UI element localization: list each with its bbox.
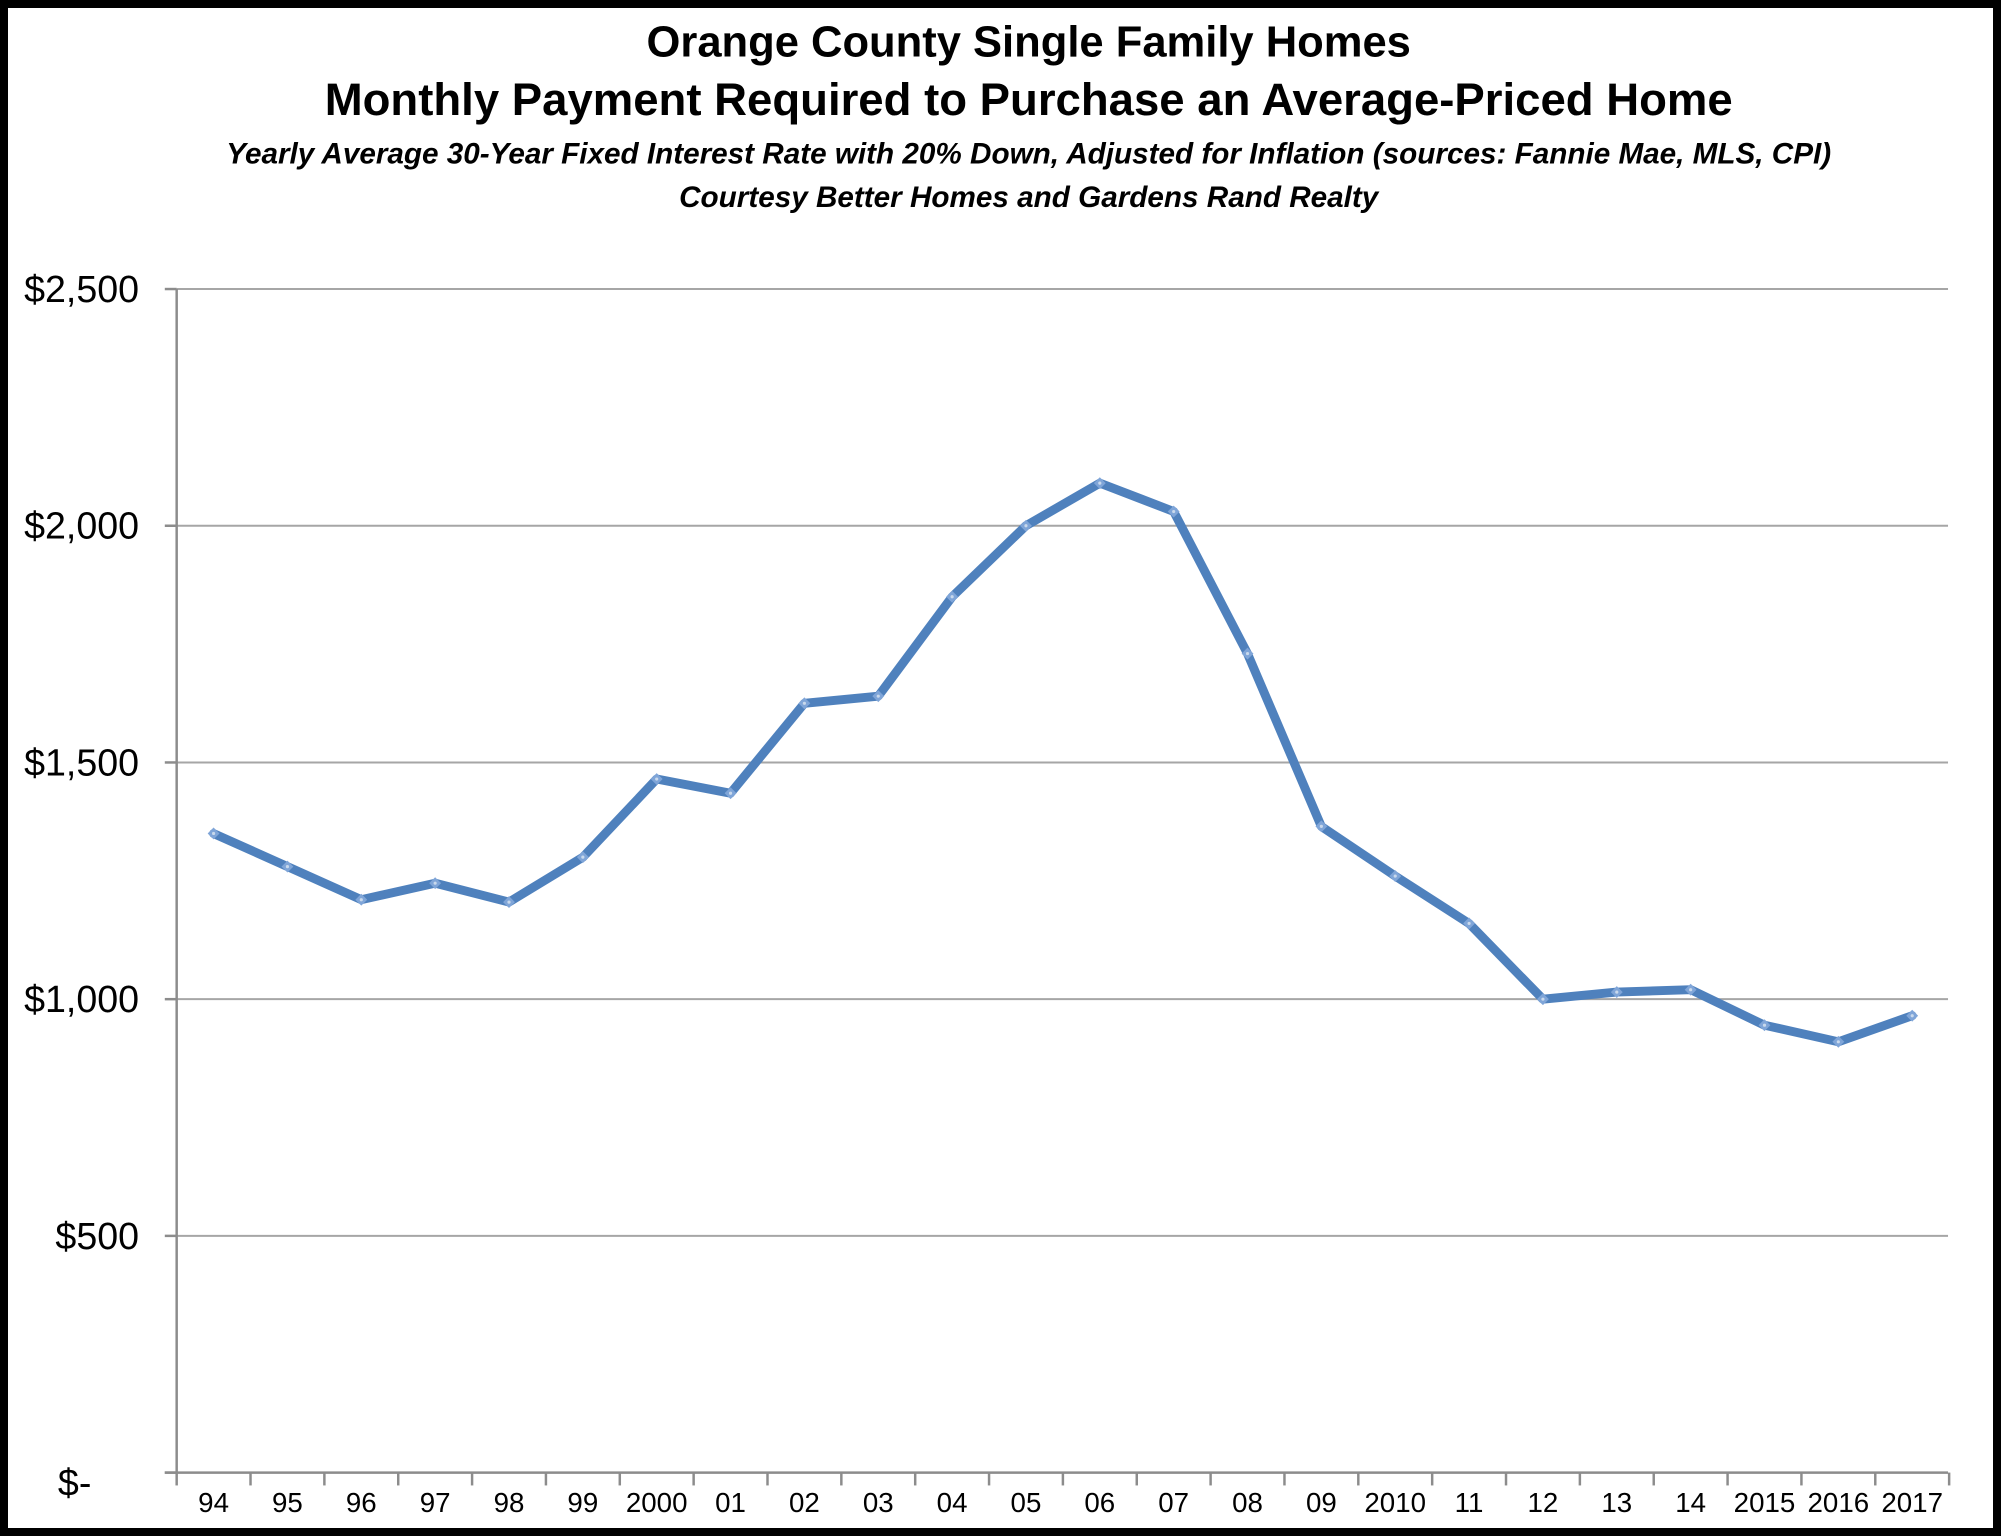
- x-tick-label: 12: [1528, 1487, 1559, 1518]
- x-tick-label: 2017: [1881, 1487, 1943, 1518]
- x-tick-label: 97: [420, 1487, 451, 1518]
- data-point-center: [1098, 481, 1102, 485]
- x-tick-label: 07: [1158, 1487, 1189, 1518]
- y-tick-label: $2,500: [24, 268, 139, 310]
- data-line: [209, 478, 1917, 1047]
- chart-title-line2: Monthly Payment Required to Purchase an …: [325, 74, 1733, 125]
- x-tick-label: 09: [1306, 1487, 1337, 1518]
- x-tick-label: 04: [937, 1487, 968, 1518]
- x-tick-label: 11: [1455, 1487, 1484, 1518]
- data-point-center: [1615, 990, 1619, 994]
- x-tick-label: 06: [1084, 1487, 1115, 1518]
- x-tick-label: 01: [715, 1487, 746, 1518]
- data-point-center: [1689, 988, 1693, 992]
- data-point-center: [1467, 921, 1471, 926]
- data-point-center: [1910, 1014, 1914, 1018]
- x-tick-label: 05: [1011, 1487, 1042, 1518]
- data-point-center: [581, 855, 585, 859]
- data-point-center: [728, 791, 733, 795]
- y-tick-label: $-: [58, 1461, 91, 1503]
- x-tick-label: 13: [1601, 1487, 1632, 1518]
- x-tick-label: 98: [494, 1487, 525, 1518]
- x-tick-label: 2010: [1364, 1487, 1426, 1518]
- plot-area: $2,500 $2,000 $1,500 $1,000 $500 $- 94 95 96 97 98…: [24, 268, 1951, 1518]
- data-point-center: [433, 881, 437, 885]
- y-tick-label: $1,500: [24, 741, 139, 783]
- x-tick-label: 2015: [1734, 1487, 1796, 1518]
- data-point-center: [802, 701, 806, 705]
- x-tick-label: 03: [863, 1487, 894, 1518]
- data-point-center: [876, 694, 880, 698]
- y-tick-label: $2,000: [24, 505, 139, 547]
- data-point-center: [1024, 524, 1028, 528]
- data-point-center: [1319, 824, 1323, 828]
- data-point-center: [1393, 874, 1397, 878]
- x-tick-label: 02: [789, 1487, 820, 1518]
- data-point-center: [507, 900, 511, 904]
- data-point-center: [1762, 1023, 1767, 1027]
- chart-title-line1: Orange County Single Family Homes: [647, 18, 1411, 66]
- data-point-center: [1836, 1040, 1840, 1044]
- x-tick-label: 14: [1675, 1487, 1706, 1518]
- data-point-center: [1541, 997, 1545, 1001]
- x-tick-label: 94: [198, 1487, 229, 1518]
- data-point-center: [1172, 509, 1176, 514]
- chart-subtitle: Yearly Average 30-Year Fixed Interest Ra…: [226, 137, 1831, 170]
- data-point-center: [359, 898, 363, 902]
- data-point-center: [212, 831, 216, 836]
- x-tick-label: 95: [272, 1487, 303, 1518]
- y-tick-label: $1,000: [24, 978, 139, 1020]
- x-tick-label: 96: [346, 1487, 377, 1518]
- payment-line-chart: Orange County Single Family Homes Monthl…: [24, 18, 1951, 1518]
- x-tick-label: 2016: [1808, 1487, 1870, 1518]
- data-point-center: [655, 777, 659, 781]
- x-tick-label: 99: [567, 1487, 598, 1518]
- x-tick-label: 2000: [626, 1487, 688, 1518]
- x-tick-label: 08: [1232, 1487, 1263, 1518]
- data-point-center: [285, 865, 290, 869]
- data-point-center: [950, 595, 954, 599]
- data-point-center: [1245, 651, 1250, 656]
- y-tick-label: $500: [55, 1215, 139, 1257]
- chart-courtesy-credit: Courtesy Better Homes and Gardens Rand R…: [679, 181, 1380, 214]
